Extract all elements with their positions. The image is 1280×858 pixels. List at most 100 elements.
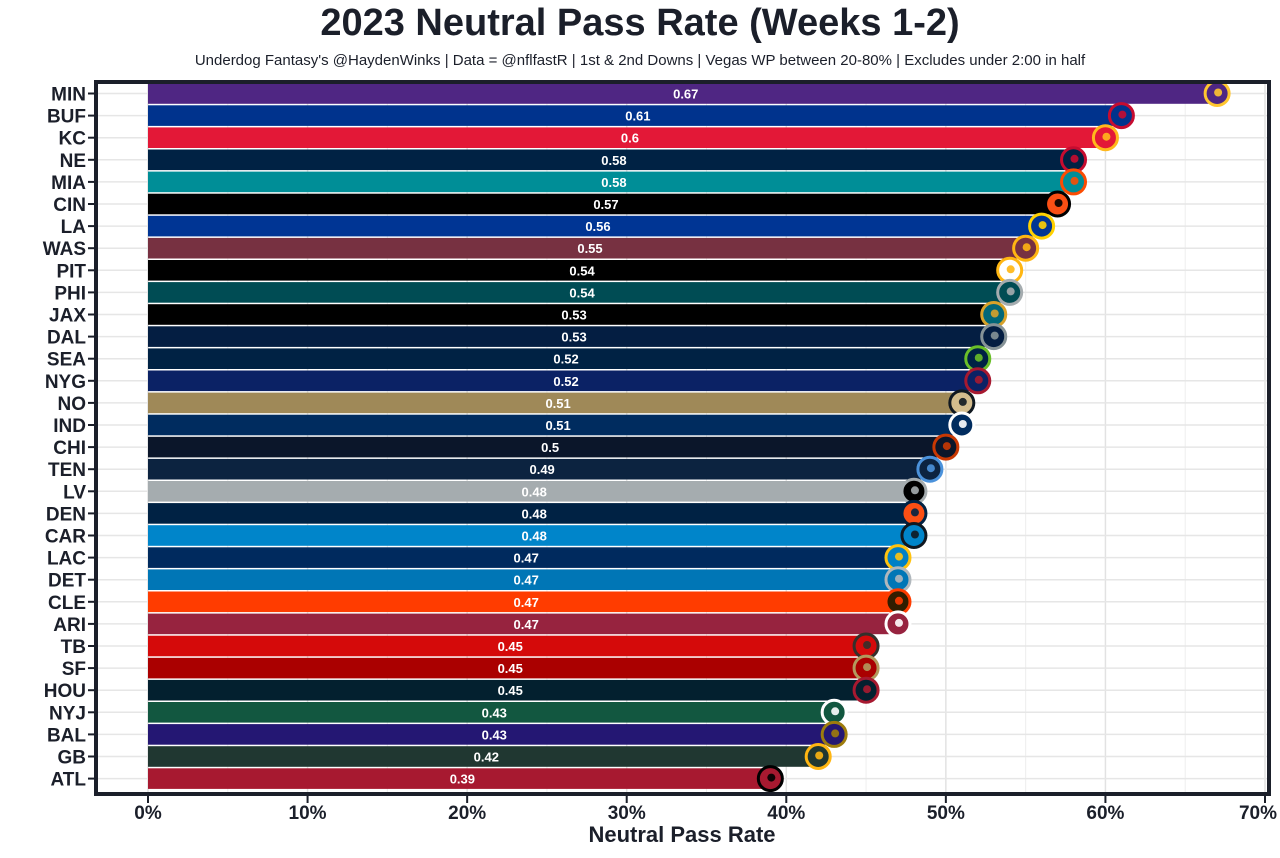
bar-lv [148, 481, 914, 502]
data-label: 0.51 [545, 418, 570, 433]
bar-mia [148, 171, 1074, 193]
bar-nyj [148, 702, 835, 723]
team-logo-ind [948, 411, 976, 439]
team-logo-jax [980, 301, 1008, 328]
team-logo-sea [964, 345, 992, 373]
chart-title: 2023 Neutral Pass Rate (Weeks 1-2) [320, 2, 960, 44]
team-logo-lac [884, 544, 912, 572]
data-label: 0.5 [541, 440, 559, 455]
bar-nyg [148, 370, 978, 392]
team-logo-car [900, 522, 928, 549]
data-label: 0.61 [625, 109, 650, 124]
category-label: KC [59, 129, 87, 150]
category-label: DAL [47, 328, 86, 349]
team-logo-den [900, 499, 928, 527]
team-logo-ari [884, 610, 912, 638]
category-label: NYG [45, 372, 86, 393]
x-tick-label: 30% [608, 803, 646, 824]
bar-chi [148, 436, 946, 458]
team-logo-was [1012, 234, 1040, 262]
data-label: 0.58 [601, 153, 626, 168]
team-logo-lv [900, 477, 928, 505]
data-label: 0.53 [561, 330, 586, 345]
category-label: LA [61, 217, 87, 238]
bar-car [148, 525, 914, 546]
bar-hou [148, 679, 867, 701]
category-label: TB [61, 637, 86, 658]
category-label: NE [60, 151, 86, 172]
data-label: 0.45 [498, 639, 523, 654]
data-label: 0.43 [482, 705, 507, 720]
x-axis-label: Neutral Pass Rate [588, 822, 776, 847]
team-logo-dal [980, 323, 1008, 351]
data-label: 0.42 [474, 750, 499, 765]
x-tick-label: 50% [927, 803, 965, 824]
team-logo-atl [756, 765, 784, 793]
bar-no [148, 392, 962, 414]
data-labels: 0.67 0.61 0.6 0.58 0.58 0.57 0.56 0.55 0.54 0.54 0… [450, 87, 699, 787]
data-label: 0.67 [673, 87, 698, 102]
bar-ne [148, 149, 1074, 171]
category-label: ARI [53, 615, 86, 636]
bar-lac [148, 547, 898, 568]
data-label: 0.47 [514, 595, 539, 610]
bar-det [148, 569, 898, 590]
x-tick-label: 0% [134, 803, 162, 824]
team-logo-nyj [820, 698, 848, 726]
bar-min [148, 83, 1218, 104]
category-label: CLE [48, 593, 86, 614]
data-label: 0.49 [529, 462, 554, 477]
category-label: SF [62, 659, 86, 680]
data-label: 0.39 [450, 772, 475, 787]
category-label: TEN [48, 460, 86, 481]
bar-buf [148, 105, 1122, 126]
data-label: 0.56 [585, 219, 610, 234]
data-label: 0.43 [482, 727, 507, 742]
category-label: BAL [47, 725, 86, 746]
bar-bal [148, 724, 835, 745]
bar-sf [148, 657, 867, 679]
team-logo-ne [1060, 146, 1088, 174]
team-logo-gb [804, 743, 832, 770]
data-label: 0.45 [498, 683, 523, 698]
team-logo-nyg [964, 367, 992, 395]
category-label: PIT [56, 261, 86, 282]
team-logo-kc [1091, 124, 1119, 152]
x-tick-label: 70% [1239, 803, 1277, 824]
bar-atl [148, 768, 771, 789]
data-label: 0.45 [498, 661, 523, 676]
category-label: DEN [46, 504, 86, 525]
team-logo-det [884, 566, 912, 594]
team-logo-cin [1044, 190, 1072, 218]
category-label: SEA [47, 350, 86, 371]
team-logo-tb [852, 632, 880, 660]
chart-subtitle: Underdog Fantasy's @HaydenWinks | Data =… [194, 52, 1086, 69]
category-label: LAC [47, 549, 86, 570]
category-label: NYJ [49, 703, 86, 724]
data-label: 0.57 [593, 197, 618, 212]
bar-tb [148, 635, 867, 657]
category-label: CIN [53, 195, 86, 216]
team-logos [756, 80, 1231, 793]
team-logo-hou [852, 676, 880, 704]
x-tick-label: 40% [767, 803, 805, 824]
category-label: JAX [49, 306, 86, 327]
data-label: 0.48 [522, 506, 547, 521]
category-label: PHI [54, 283, 86, 304]
bar-gb [148, 746, 819, 767]
category-label: DET [48, 571, 86, 592]
bar-pit [148, 260, 1010, 281]
x-tick-label: 20% [448, 803, 486, 824]
team-logo-buf [1107, 102, 1135, 130]
bar-dal [148, 326, 994, 347]
data-label: 0.54 [569, 285, 595, 300]
bar-sea [148, 348, 978, 369]
bar-was [148, 237, 1026, 259]
bar-ari [148, 613, 898, 635]
team-logo-min [1203, 80, 1231, 107]
category-label: IND [53, 416, 86, 437]
team-logo-phi [996, 278, 1024, 306]
category-labels: MINBUFKCNEMIACINLAWASPITPHIJAXDALSEANYGN… [43, 85, 95, 791]
team-logo-mia [1060, 168, 1088, 196]
